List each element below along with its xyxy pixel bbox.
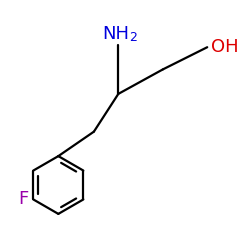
Text: F: F (18, 190, 29, 208)
Text: OH: OH (211, 38, 238, 56)
Text: NH: NH (102, 25, 130, 43)
Text: 2: 2 (130, 31, 137, 44)
